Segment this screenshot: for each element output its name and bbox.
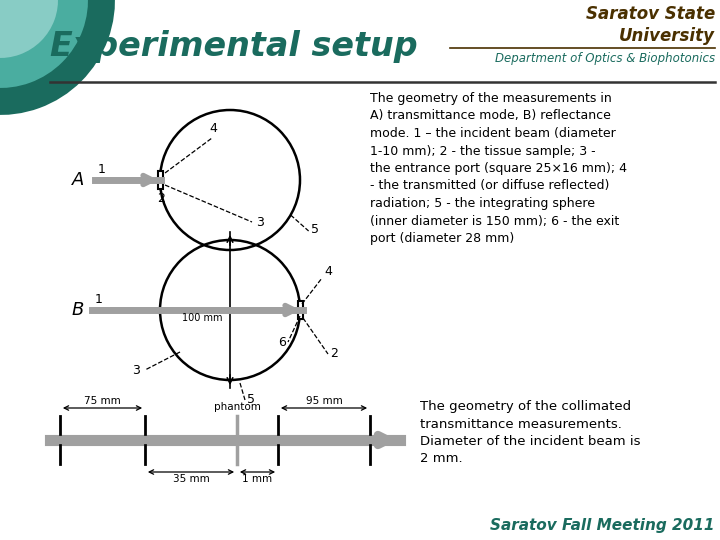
Wedge shape: [0, 0, 115, 115]
Text: Saratov Fall Meeting 2011: Saratov Fall Meeting 2011: [490, 518, 715, 533]
Text: Saratov State
University: Saratov State University: [586, 5, 715, 45]
Bar: [158, 171, 163, 189]
Text: 5: 5: [310, 223, 319, 236]
Text: Department of Optics & Biophotonics: Department of Optics & Biophotonics: [495, 52, 715, 65]
Text: A: A: [72, 171, 84, 189]
Wedge shape: [0, 0, 88, 88]
Text: 5: 5: [247, 393, 255, 406]
Text: 2: 2: [330, 347, 338, 360]
Text: 100 mm: 100 mm: [181, 313, 222, 323]
Text: phantom: phantom: [214, 402, 261, 412]
Text: 6: 6: [278, 336, 286, 349]
Text: 75 mm: 75 mm: [84, 396, 121, 406]
Wedge shape: [0, 0, 58, 58]
Bar: [298, 301, 303, 319]
Text: 1: 1: [95, 293, 103, 306]
Text: 1 mm: 1 mm: [243, 474, 273, 484]
Text: 3: 3: [256, 216, 264, 229]
Text: 3: 3: [132, 364, 140, 377]
Text: 4: 4: [209, 122, 217, 135]
Text: Experimental setup: Experimental setup: [50, 30, 418, 63]
Text: 95 mm: 95 mm: [305, 396, 343, 406]
Text: B: B: [72, 301, 84, 319]
Text: The geometry of the collimated
transmittance measurements.
Diameter of the incid: The geometry of the collimated transmitt…: [420, 400, 641, 465]
Text: The geometry of the measurements in
A) transmittance mode, B) reflectance
mode. : The geometry of the measurements in A) t…: [370, 92, 627, 245]
Text: 1: 1: [98, 163, 106, 176]
Text: 4: 4: [324, 265, 332, 278]
Text: 2: 2: [157, 192, 165, 205]
Text: 35 mm: 35 mm: [173, 474, 210, 484]
